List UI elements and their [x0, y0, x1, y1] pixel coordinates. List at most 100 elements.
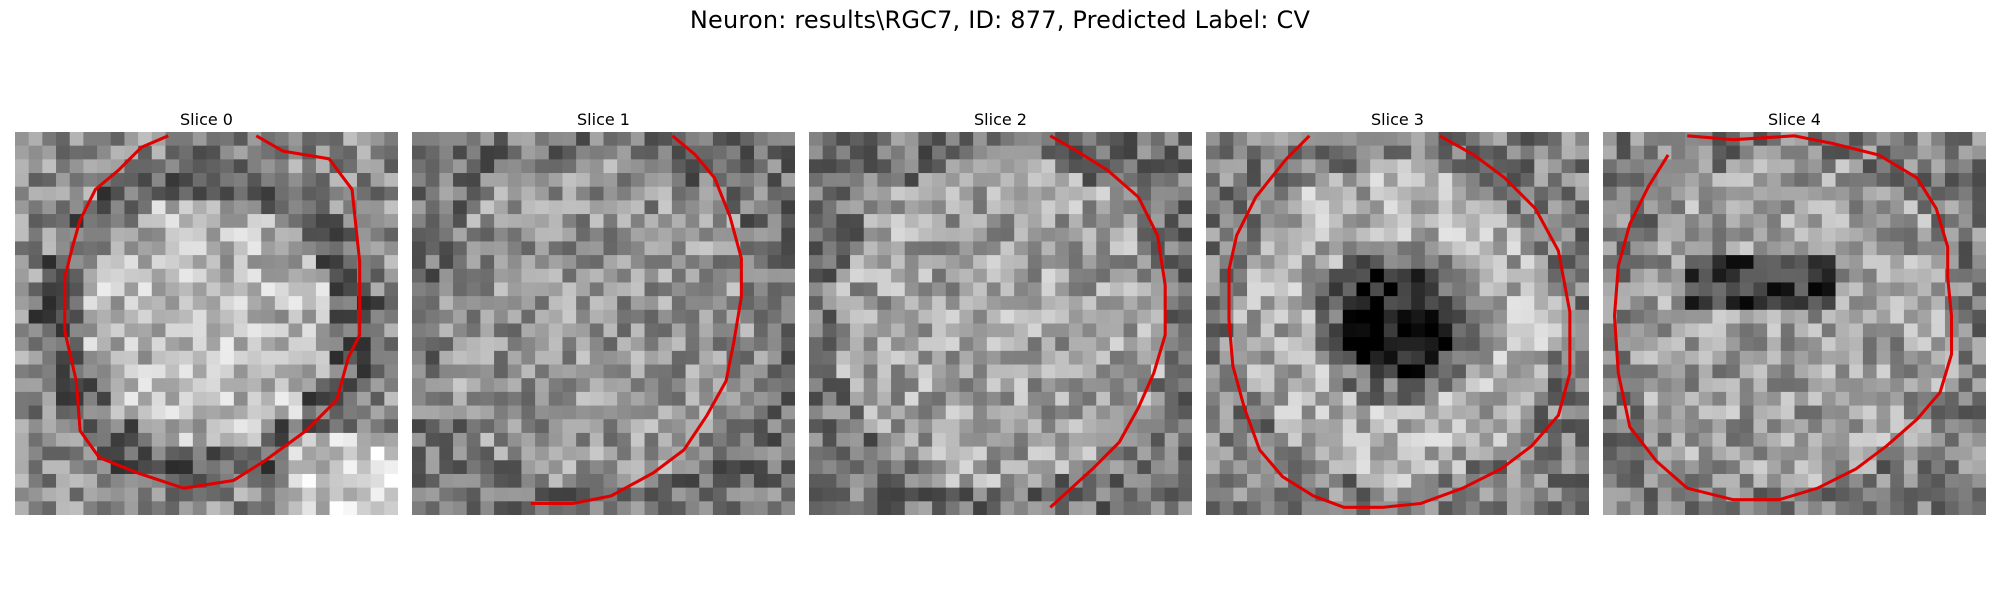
pixel-cell — [1876, 282, 1892, 297]
pixel-cell — [671, 214, 687, 229]
pixel-cell — [1547, 200, 1563, 215]
pixel-cell — [1301, 391, 1317, 407]
pixel-cell — [1000, 159, 1015, 174]
pixel-cell — [1547, 350, 1563, 366]
pixel-cell — [1821, 241, 1837, 256]
pixel-cell — [1260, 214, 1276, 229]
pixel-cell — [1424, 227, 1440, 243]
pixel-cell — [1465, 391, 1481, 407]
pixel-cell — [1821, 268, 1837, 284]
pixel-cell — [1685, 309, 1700, 325]
pixel-cell — [507, 446, 523, 462]
pixel-cell — [1452, 364, 1467, 379]
pixel-cell — [1342, 487, 1358, 503]
pixel-cell — [1000, 446, 1015, 462]
pixel-cell — [1821, 350, 1837, 366]
pixel-cell — [1821, 364, 1837, 379]
pixel-cell — [891, 173, 906, 188]
pixel-cell — [1109, 145, 1125, 161]
pixel-cell — [412, 186, 427, 202]
pixel-cell — [1630, 173, 1645, 188]
pixel-cell — [740, 173, 755, 188]
pixel-cell — [1685, 186, 1700, 202]
pixel-cell — [1301, 432, 1317, 448]
pixel-cell — [877, 487, 892, 503]
pixel-cell — [480, 460, 495, 475]
pixel-cell — [179, 350, 194, 366]
pixel-cell — [206, 282, 221, 297]
pixel-cell — [1109, 487, 1125, 503]
pixel-cell — [1493, 282, 1508, 297]
pixel-cell — [1931, 132, 1946, 147]
pixel-cell — [1657, 419, 1673, 434]
pixel-cell — [1821, 501, 1837, 515]
slice-panel-1: Slice 1 — [412, 108, 795, 515]
pixel-cell — [138, 309, 153, 325]
pixel-cell — [658, 446, 673, 462]
pixel-cell — [1465, 378, 1481, 393]
pixel-cell — [918, 378, 933, 393]
pixel-cell — [274, 241, 290, 256]
pixel-cell — [1274, 405, 1289, 421]
pixel-cell — [83, 159, 98, 174]
pixel-cell — [1370, 255, 1385, 270]
pixel-cell — [1260, 309, 1276, 325]
pixel-cell — [781, 378, 795, 393]
pixel-cell — [863, 227, 879, 243]
pixel-cell — [589, 200, 605, 215]
pixel-cell — [1506, 405, 1522, 421]
pixel-cell — [1315, 391, 1330, 407]
pixel-cell — [15, 145, 30, 161]
pixel-cell — [1616, 296, 1632, 311]
pixel-cell — [412, 214, 427, 229]
pixel-cell — [28, 282, 44, 297]
pixel-cell — [1479, 460, 1495, 475]
pixel-cell — [1547, 364, 1563, 379]
pixel-cell — [1397, 214, 1412, 229]
pixel-cell — [781, 227, 795, 243]
pixel-cell — [1096, 268, 1111, 284]
pixel-cell — [1931, 487, 1946, 503]
pixel-cell — [1178, 364, 1192, 379]
pixel-cell — [945, 282, 961, 297]
pixel-cell — [904, 405, 920, 421]
pixel-cell — [589, 173, 605, 188]
pixel-cell — [1890, 432, 1905, 448]
pixel-cell — [288, 473, 304, 489]
pixel-cell — [1096, 227, 1111, 243]
pixel-cell — [1301, 501, 1317, 515]
pixel-cell — [1465, 487, 1481, 503]
pixel-cell — [1082, 460, 1098, 475]
pixel-cell — [1164, 214, 1180, 229]
pixel-cell — [1794, 391, 1809, 407]
pixel-cell — [918, 460, 933, 475]
pixel-cell — [1465, 200, 1481, 215]
pixel-cell — [877, 186, 892, 202]
pixel-cell — [329, 446, 345, 462]
pixel-cell — [206, 268, 221, 284]
pixel-cell — [850, 501, 865, 515]
pixel-cell — [15, 173, 30, 188]
pixel-cell — [179, 200, 194, 215]
pixel-cell — [1356, 296, 1371, 311]
pixel-cell — [1233, 173, 1248, 188]
pixel-cell — [863, 255, 879, 270]
pixel-cell — [932, 255, 947, 270]
pixel-cell — [986, 268, 1002, 284]
pixel-cell — [1452, 132, 1467, 147]
pixel-cell — [110, 159, 126, 174]
pixel-cell — [288, 132, 304, 147]
pixel-cell — [494, 268, 509, 284]
pixel-cell — [1890, 268, 1905, 284]
pixel-cell — [535, 296, 550, 311]
pixel-cell — [1315, 186, 1330, 202]
pixel-cell — [1068, 419, 1084, 434]
pixel-cell — [425, 473, 441, 489]
pixel-cell — [1233, 432, 1248, 448]
pixel-cell — [315, 214, 331, 229]
pixel-cell — [1780, 323, 1796, 338]
pixel-cell — [1808, 214, 1823, 229]
pixel-cell — [850, 186, 865, 202]
pixel-cell — [1712, 446, 1727, 462]
pixel-cell — [1068, 378, 1084, 393]
